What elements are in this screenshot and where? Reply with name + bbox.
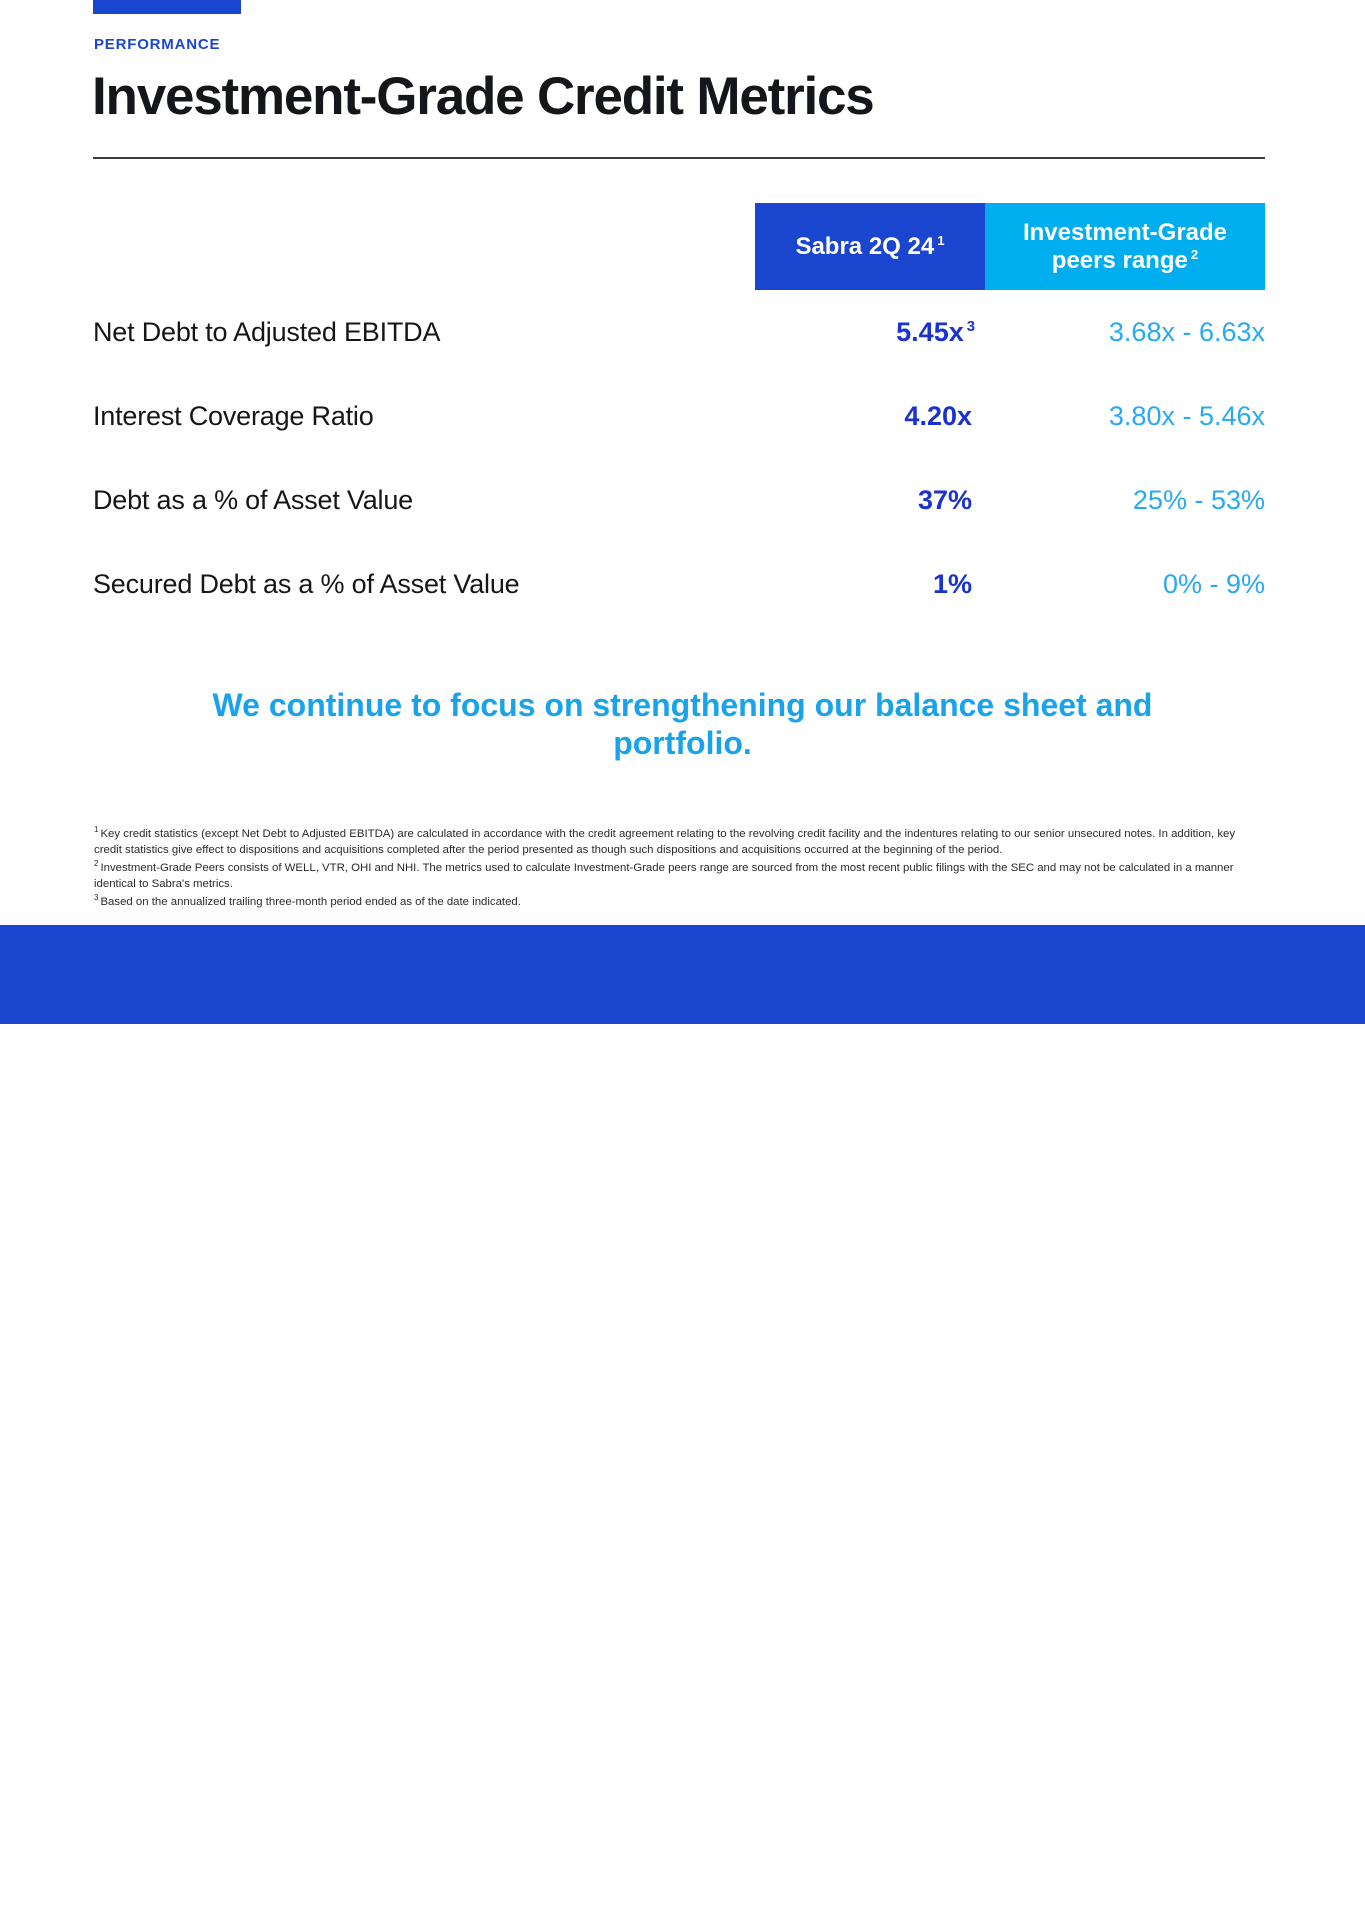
column-header-peers-label: Investment-Grade peers range	[1022, 219, 1228, 274]
metric-value-sabra: 1%	[755, 569, 985, 600]
metric-label: Debt as a % of Asset Value	[93, 484, 413, 515]
footnote-item: 1 Key credit statistics (except Net Debt …	[94, 824, 1239, 858]
title-divider	[93, 157, 1265, 159]
footer-bar: SABRA August 7, 2024 Investor Presentati…	[0, 925, 1365, 1909]
metric-label: Net Debt to Adjusted EBITDA	[93, 316, 441, 347]
table-header-row: Sabra 2Q 24 1 Investment-Grade peers rang…	[755, 203, 1265, 290]
footnote-text: Investment-Grade Peers consists of WELL,…	[94, 861, 1234, 891]
column-header-peers-footnote-marker: 2	[1190, 246, 1199, 262]
footnote-marker: 3	[94, 893, 99, 903]
metric-value-peers: 25% - 53%	[1132, 484, 1265, 515]
top-accent-bar	[93, 0, 241, 14]
footnote-item: 2 Investment-Grade Peers consists of WELL…	[94, 858, 1239, 892]
table-row: Net Debt to Adjusted EBITDA 5.45x 3 3.68x…	[93, 290, 1265, 374]
credit-metrics-table: Sabra 2Q 24 1 Investment-Grade peers rang…	[93, 203, 1265, 626]
column-header-sabra: Sabra 2Q 24 1	[755, 203, 985, 290]
table-row: Secured Debt as a % of Asset Value 1% 0%…	[93, 542, 1265, 626]
sabra-triangle-icon	[103, 1884, 131, 1907]
metric-value-sabra-text: 37%	[917, 484, 972, 515]
metric-value-peers: 0% - 9%	[1162, 568, 1265, 599]
footer-date: August 7, 2024	[287, 1888, 402, 1907]
footnote-marker: 2	[94, 859, 99, 869]
metric-value-sabra: 4.20x	[755, 401, 985, 432]
metric-value-sabra-text: 4.20x	[904, 400, 972, 431]
sabra-logo-text: SABRA	[142, 1881, 244, 1909]
eyebrow-label: PERFORMANCE	[94, 36, 221, 53]
metric-label: Secured Debt as a % of Asset Value	[93, 568, 520, 599]
page-title: Investment-Grade Credit Metrics	[92, 67, 875, 126]
metric-value-footnote-marker: 3	[966, 318, 975, 335]
metric-value-peers: 3.68x - 6.63x	[1108, 316, 1265, 347]
metric-value-peers: 3.80x - 5.46x	[1108, 400, 1265, 431]
footnote-marker: 1	[94, 825, 99, 834]
footnotes-block: 1 Key credit statistics (except Net Debt …	[94, 824, 1239, 910]
column-header-peers: Investment-Grade peers range 2	[985, 203, 1265, 290]
metric-value-sabra-text: 1%	[932, 568, 972, 599]
footnote-text: Based on the annualized trailing three-m…	[100, 896, 521, 909]
table-row: Interest Coverage Ratio 4.20x 3.80x - 5.…	[93, 374, 1265, 458]
footer-page-number: 25	[1242, 1886, 1264, 1907]
footnote-item: 3 Based on the annualized trailing three-…	[94, 892, 1239, 910]
slide: PERFORMANCE Investment-Grade Credit Metr…	[0, 0, 1365, 1024]
footer-presentation-label: Investor Presentation	[957, 1889, 1118, 1908]
footnote-text: Key credit statistics (except Net Debt t…	[94, 827, 1236, 856]
table-row: Debt as a % of Asset Value 37% 25% - 53%	[93, 458, 1265, 542]
metric-value-sabra-text: 5.45x	[896, 316, 964, 347]
column-header-sabra-label: Sabra 2Q 24	[795, 232, 935, 260]
tagline-text: We continue to focus on strengthening ou…	[212, 687, 1153, 762]
metric-value-sabra: 37%	[755, 485, 985, 516]
metric-label: Interest Coverage Ratio	[93, 400, 374, 431]
column-header-sabra-footnote-marker: 1	[937, 232, 945, 248]
metric-value-sabra: 5.45x 3	[755, 317, 985, 348]
sabra-logo: SABRA	[101, 1881, 243, 1910]
